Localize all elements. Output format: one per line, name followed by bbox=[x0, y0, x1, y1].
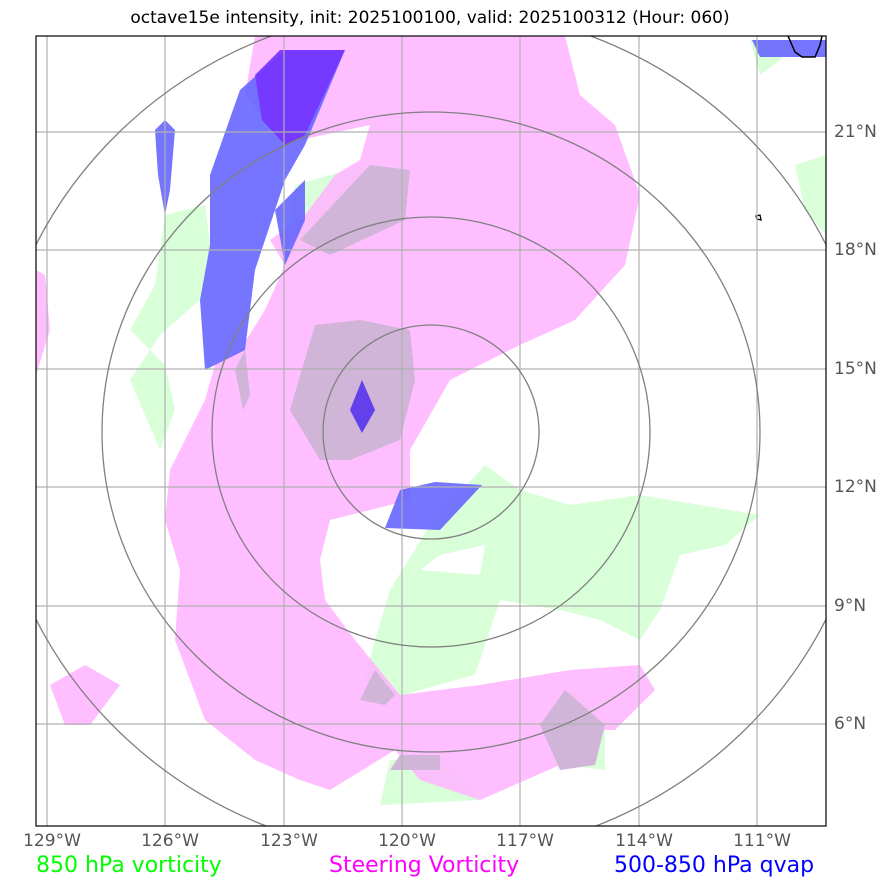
lon-label-114w: 114°W bbox=[615, 831, 673, 851]
gridlines bbox=[36, 36, 826, 826]
lon-label-120w: 120°W bbox=[378, 831, 436, 851]
lat-label-21n: 21°N bbox=[834, 122, 877, 142]
lat-label-6n: 6°N bbox=[834, 714, 867, 734]
lat-label-18n: 18°N bbox=[834, 240, 877, 260]
legend-qvap: 500-850 hPa qvap bbox=[614, 853, 815, 878]
legend-850-vorticity: 850 hPa vorticity bbox=[36, 853, 222, 878]
lat-label-12n: 12°N bbox=[834, 477, 877, 497]
lon-label-111w: 111°W bbox=[733, 831, 791, 851]
legend-steering-vorticity: Steering Vorticity bbox=[329, 853, 520, 878]
lon-label-129w: 129°W bbox=[23, 831, 81, 851]
range-rings bbox=[36, 36, 826, 826]
overlap-fields bbox=[235, 165, 605, 770]
coastline bbox=[787, 36, 823, 58]
chart-title: octave15e intensity, init: 2025100100, v… bbox=[130, 8, 730, 28]
lat-label-15n: 15°N bbox=[834, 359, 877, 379]
lat-label-9n: 9°N bbox=[834, 596, 867, 616]
lon-label-123w: 123°W bbox=[260, 831, 318, 851]
map-frame bbox=[35, 35, 827, 827]
lon-label-117w: 117°W bbox=[496, 831, 554, 851]
lon-label-126w: 126°W bbox=[141, 831, 199, 851]
